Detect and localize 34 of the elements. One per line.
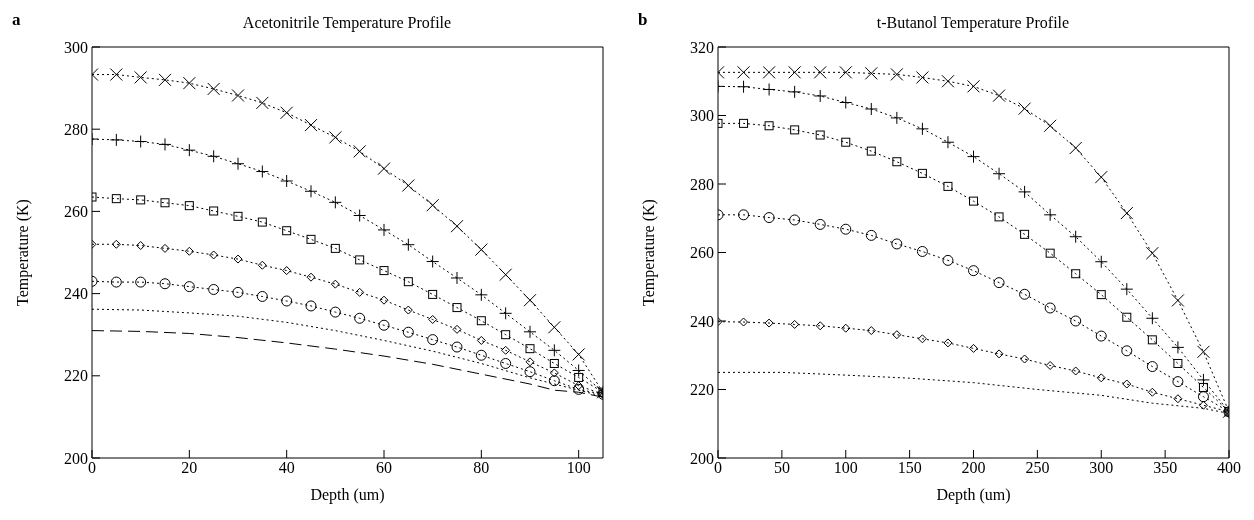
x-tick-label: 60 bbox=[376, 459, 392, 477]
x-tick-label: 0 bbox=[714, 459, 722, 477]
y-tick-label: 220 bbox=[690, 381, 714, 399]
x-tick-label: 100 bbox=[566, 459, 591, 477]
x-tick-label: 50 bbox=[773, 459, 790, 477]
x-tick-label: 400 bbox=[1217, 459, 1241, 477]
y-tick-label: 260 bbox=[690, 244, 714, 262]
x-tick-label: 20 bbox=[181, 459, 198, 477]
y-tick-label: 220 bbox=[64, 367, 88, 385]
chart-title: t-Butanol Temperature Profile bbox=[875, 14, 1071, 32]
y-axis-title: Temperature (K) bbox=[639, 199, 658, 306]
x-tick-label: 80 bbox=[473, 459, 490, 477]
text: a bbox=[12, 10, 21, 30]
x-tick-label: 40 bbox=[278, 459, 295, 477]
x-tick-label: 250 bbox=[1025, 459, 1050, 477]
y-tick-label: 300 bbox=[64, 38, 88, 56]
y-tick-label: 240 bbox=[690, 312, 714, 330]
x-tick-label: 0 bbox=[88, 459, 96, 477]
y-axis-title: Temperature (K) bbox=[13, 199, 32, 306]
y-tick-label: 300 bbox=[690, 107, 714, 125]
x-tick-label: 200 bbox=[961, 459, 986, 477]
y-tick-label: 260 bbox=[64, 203, 88, 221]
x-tick-label: 300 bbox=[1089, 459, 1114, 477]
y-tick-label: 240 bbox=[64, 285, 88, 303]
y-tick-label: 280 bbox=[64, 120, 88, 138]
y-tick-label: 320 bbox=[690, 38, 714, 56]
x-axis-title: Depth (um) bbox=[310, 486, 385, 504]
chart-title: Acetonitrile Temperature Profile bbox=[241, 14, 453, 32]
text: b bbox=[638, 10, 648, 30]
x-axis-title: Depth (um) bbox=[936, 486, 1011, 504]
x-tick-label: 100 bbox=[833, 459, 858, 477]
x-tick-label: 150 bbox=[897, 459, 922, 477]
y-tick-label: 280 bbox=[690, 175, 714, 193]
x-tick-label: 350 bbox=[1153, 459, 1178, 477]
